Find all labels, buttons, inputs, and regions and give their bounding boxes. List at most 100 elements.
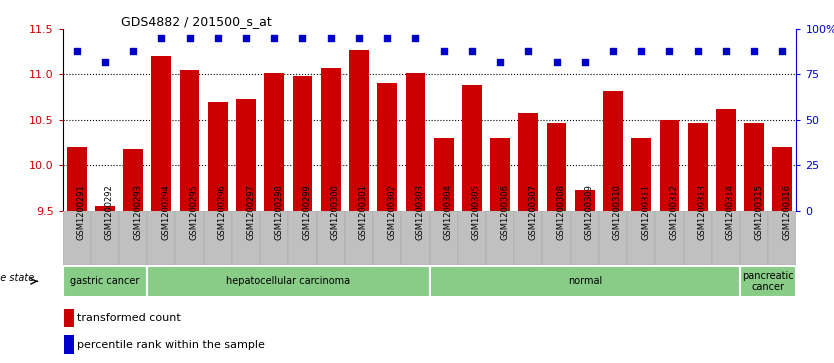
Point (521, 48, 535, 54)
Point (550, 59, 563, 65)
Bar (546, 122, 566, 211)
Bar (434, 138, 454, 211)
Bar (542, 211, 570, 265)
Point (127, 48, 140, 54)
Text: GSM1200296: GSM1200296 (218, 184, 227, 240)
Point (437, 48, 450, 54)
Bar (95, 206, 115, 211)
Point (98, 59, 112, 65)
Text: GSM1200295: GSM1200295 (189, 184, 198, 240)
Point (578, 59, 591, 65)
Bar (148, 266, 430, 297)
Text: normal: normal (568, 276, 602, 286)
Text: GSM1200304: GSM1200304 (444, 184, 453, 240)
Text: GSM1200298: GSM1200298 (274, 184, 284, 240)
Point (70, 48, 83, 54)
Text: hepatocellular carcinoma: hepatocellular carcinoma (226, 276, 350, 286)
Bar (744, 122, 764, 211)
Bar (688, 122, 707, 211)
Bar (711, 211, 740, 265)
Text: GSM1200315: GSM1200315 (754, 184, 763, 240)
Point (409, 35, 422, 41)
Bar (772, 147, 792, 211)
Text: GSM1200297: GSM1200297 (246, 184, 255, 240)
Bar (458, 211, 486, 265)
Bar (203, 211, 232, 265)
Bar (684, 211, 711, 265)
Point (663, 48, 676, 54)
Text: GSM1200301: GSM1200301 (359, 184, 368, 240)
Bar (321, 68, 340, 211)
Point (352, 35, 365, 41)
Bar (119, 211, 148, 265)
Bar (293, 76, 313, 211)
Bar (91, 211, 119, 265)
Text: GSM1200313: GSM1200313 (698, 184, 706, 240)
Bar (236, 99, 256, 211)
Text: gastric cancer: gastric cancer (70, 276, 139, 286)
Bar (232, 211, 260, 265)
Bar (264, 73, 284, 211)
Bar (289, 211, 317, 265)
Bar (575, 189, 595, 211)
Bar (208, 102, 228, 211)
Bar (373, 211, 401, 265)
Text: GSM1200294: GSM1200294 (161, 184, 170, 240)
Bar (349, 50, 369, 211)
Bar (405, 73, 425, 211)
Bar (148, 211, 175, 265)
Bar (377, 83, 397, 211)
Text: transformed count: transformed count (78, 313, 181, 323)
Bar (740, 211, 768, 265)
Text: GSM1200303: GSM1200303 (415, 184, 425, 240)
Text: disease state: disease state (0, 273, 34, 283)
Bar (716, 109, 736, 211)
Point (747, 48, 761, 54)
Text: GSM1200314: GSM1200314 (726, 184, 735, 240)
Bar (123, 149, 143, 211)
Bar (660, 120, 680, 211)
Bar (519, 113, 538, 211)
Point (776, 48, 789, 54)
Point (296, 35, 309, 41)
Text: GSM1200310: GSM1200310 (613, 184, 622, 240)
Bar (768, 211, 796, 265)
Bar (631, 138, 651, 211)
Bar (64, 335, 73, 354)
Point (380, 35, 394, 41)
Point (719, 48, 732, 54)
Bar (490, 138, 510, 211)
Point (211, 35, 224, 41)
Point (691, 48, 705, 54)
Bar (64, 309, 73, 327)
Text: GSM1200312: GSM1200312 (670, 184, 678, 240)
Bar (462, 85, 482, 211)
Text: pancreatic
cancer: pancreatic cancer (742, 270, 794, 292)
Text: GSM1200305: GSM1200305 (472, 184, 481, 240)
Bar (67, 147, 87, 211)
Text: GSM1200307: GSM1200307 (528, 184, 537, 240)
Bar (63, 266, 148, 297)
Text: GSM1200293: GSM1200293 (133, 184, 142, 240)
Point (268, 35, 281, 41)
Bar (260, 211, 289, 265)
Point (606, 48, 620, 54)
Bar (344, 211, 373, 265)
Bar (627, 211, 656, 265)
Point (465, 48, 479, 54)
Text: GSM1200309: GSM1200309 (585, 184, 594, 240)
Point (154, 35, 168, 41)
Text: GSM1200299: GSM1200299 (303, 184, 311, 240)
Bar (430, 211, 458, 265)
Bar (740, 266, 796, 297)
Bar (599, 211, 627, 265)
Text: GSM1200311: GSM1200311 (641, 184, 651, 240)
Bar (152, 56, 171, 211)
Point (239, 35, 253, 41)
Point (494, 59, 507, 65)
Bar (401, 211, 430, 265)
Bar (570, 211, 599, 265)
Bar (430, 266, 740, 297)
Bar (603, 91, 623, 211)
Bar (317, 211, 344, 265)
